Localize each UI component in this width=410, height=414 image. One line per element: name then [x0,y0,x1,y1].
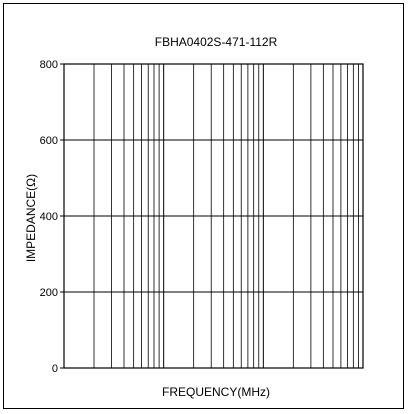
chart-frame: FBHA0402S-471-112R 0 200 400 600 800 FREQUEN… [3,3,404,409]
impedance-chart: FBHA0402S-471-112R 0 200 400 600 800 FREQUEN… [24,35,364,399]
y-axis-label: IMPEDANCE(Ω) [24,174,38,262]
y-tick-label: 0 [52,363,58,375]
y-tick-label: 800 [40,59,58,71]
chart-title: FBHA0402S-471-112R [155,35,278,49]
y-tick-label: 400 [40,211,58,223]
y-tick-labels: 0 200 400 600 800 [40,59,64,375]
chart-grid [63,63,364,369]
x-axis-label: FREQUENCY(MHz) [162,385,270,399]
y-tick-label: 600 [40,135,58,147]
y-tick-label: 200 [40,287,58,299]
